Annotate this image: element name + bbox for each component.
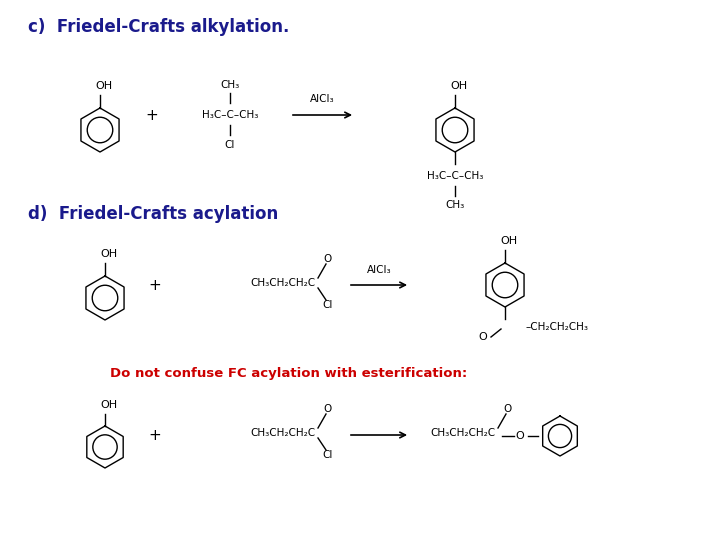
Text: OH: OH bbox=[500, 236, 517, 246]
Text: +: + bbox=[145, 107, 158, 123]
Text: OH: OH bbox=[100, 400, 117, 410]
Text: CH₃: CH₃ bbox=[446, 200, 464, 210]
Text: –CH₂CH₂CH₃: –CH₂CH₂CH₃ bbox=[525, 322, 588, 332]
Text: Cl: Cl bbox=[323, 300, 333, 310]
Text: CH₃: CH₃ bbox=[220, 80, 240, 90]
Text: OH: OH bbox=[450, 81, 467, 91]
Text: OH: OH bbox=[95, 81, 112, 91]
Text: O: O bbox=[324, 404, 332, 414]
Text: CH₃CH₂CH₂C: CH₃CH₂CH₂C bbox=[250, 428, 315, 438]
Text: OH: OH bbox=[100, 249, 117, 259]
Text: AlCl₃: AlCl₃ bbox=[366, 265, 391, 275]
Text: c)  Friedel-Crafts alkylation.: c) Friedel-Crafts alkylation. bbox=[28, 18, 289, 36]
Text: Cl: Cl bbox=[225, 140, 235, 150]
Text: Do not confuse FC acylation with esterification:: Do not confuse FC acylation with esterif… bbox=[110, 367, 467, 380]
Text: Cl: Cl bbox=[323, 450, 333, 460]
Text: O: O bbox=[324, 254, 332, 264]
Text: O: O bbox=[516, 431, 524, 441]
Text: H₃C–C–CH₃: H₃C–C–CH₃ bbox=[202, 110, 258, 120]
Text: O: O bbox=[504, 404, 512, 414]
Text: AlCl₃: AlCl₃ bbox=[310, 94, 334, 104]
Text: CH₃CH₂CH₂C: CH₃CH₂CH₂C bbox=[430, 428, 495, 438]
Text: d)  Friedel-Crafts acylation: d) Friedel-Crafts acylation bbox=[28, 205, 278, 223]
Text: +: + bbox=[148, 278, 161, 293]
Text: H₃C–C–CH₃: H₃C–C–CH₃ bbox=[427, 171, 483, 181]
Text: O: O bbox=[479, 332, 487, 342]
Text: CH₃CH₂CH₂C: CH₃CH₂CH₂C bbox=[250, 278, 315, 288]
Text: +: + bbox=[148, 428, 161, 442]
